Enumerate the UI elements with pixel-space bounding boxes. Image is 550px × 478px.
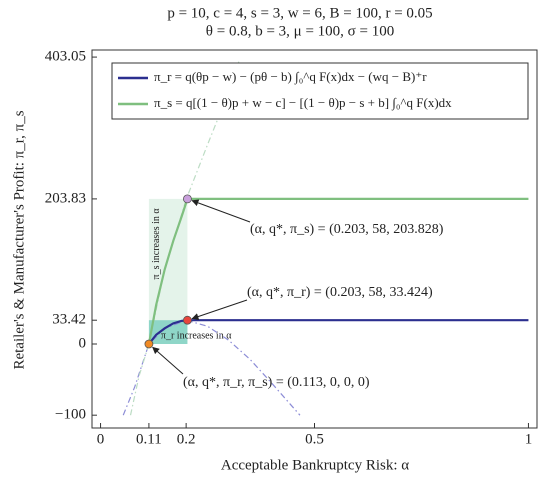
shaded-region bbox=[148, 320, 188, 344]
chart-title: p = 10, c = 4, s = 3, w = 6, B = 100, r … bbox=[167, 5, 432, 21]
annotation: (α, q*, π_r) = (0.203, 58, 33.424) bbox=[247, 285, 433, 300]
legend-box bbox=[111, 62, 529, 120]
x-tick-label: 0 bbox=[97, 431, 105, 447]
y-axis-label: Retailer's & Manufacturer's Profit: π_r,… bbox=[11, 110, 27, 369]
point bbox=[183, 194, 192, 204]
y-tick-label: 33.42 bbox=[52, 312, 86, 328]
legend-label: π_s = q[(1 − θ)p + w − c] − [(1 − θ)p − … bbox=[154, 95, 452, 111]
x-axis-label: Acceptable Bankruptcy Risk: α bbox=[221, 457, 409, 473]
x-tick-label: 0.11 bbox=[136, 431, 162, 447]
series-line bbox=[147, 197, 529, 345]
shaded-region bbox=[148, 198, 188, 344]
chart-subtitle: θ = 0.8, b = 3, μ = 100, σ = 100 bbox=[206, 23, 394, 39]
region-label: π_r increases in α bbox=[161, 330, 232, 341]
x-tick-label: 0.5 bbox=[305, 431, 324, 447]
x-tick-label: 0.2 bbox=[177, 431, 196, 447]
x-tick-label: 1 bbox=[525, 431, 533, 447]
annotation: (α, q*, π_r, π_s) = (0.113, 0, 0, 0) bbox=[183, 375, 370, 390]
annotation-arrow bbox=[191, 299, 248, 320]
legend-label: π_r = q(θp − w) − (pθ − b) ∫₀^q F(x)dx −… bbox=[154, 69, 427, 85]
y-tick-label: 0 bbox=[79, 335, 87, 351]
y-tick-label: 203.83 bbox=[45, 190, 86, 206]
point bbox=[144, 339, 154, 349]
extension-line bbox=[122, 319, 301, 416]
y-tick-label: −100 bbox=[55, 407, 86, 423]
y-tick-label: 403.05 bbox=[45, 49, 86, 65]
region-label: π_s increases in α bbox=[151, 208, 162, 280]
annotation-arrow bbox=[152, 346, 184, 375]
annotation-arrow bbox=[191, 199, 251, 223]
point bbox=[183, 315, 192, 325]
annotation: (α, q*, π_s) = (0.203, 58, 203.828) bbox=[250, 222, 444, 237]
